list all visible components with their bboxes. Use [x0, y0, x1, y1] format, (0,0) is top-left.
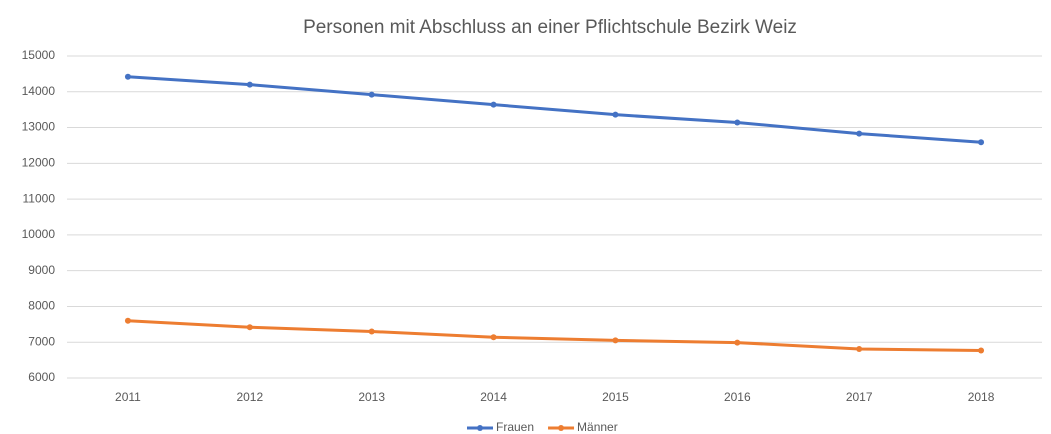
y-tick-label: 12000: [22, 156, 56, 170]
y-tick-label: 10000: [22, 227, 56, 241]
y-tick-label: 14000: [22, 84, 56, 98]
x-tick-label: 2015: [602, 390, 629, 404]
data-point: [612, 111, 619, 118]
data-point: [856, 130, 863, 137]
series-line: [127, 319, 982, 352]
legend-marker: [558, 425, 565, 431]
data-point: [368, 328, 375, 335]
y-tick-label: 11000: [23, 191, 56, 205]
data-point: [490, 101, 497, 108]
data-point: [856, 346, 863, 353]
legend-label: Frauen: [496, 420, 534, 434]
y-tick-label: 7000: [28, 334, 55, 348]
chart-title: Personen mit Abschluss an einer Pflichts…: [303, 17, 797, 38]
legend-marker: [477, 425, 483, 431]
data-point: [124, 317, 131, 324]
data-point: [368, 91, 375, 98]
x-tick-label: 2017: [846, 390, 873, 404]
legend-label: Männer: [577, 420, 618, 434]
data-point: [978, 347, 985, 354]
data-point: [978, 139, 985, 146]
x-tick-label: 2013: [358, 390, 385, 404]
y-tick-label: 15000: [22, 48, 56, 62]
data-point: [246, 324, 253, 331]
data-point: [612, 337, 619, 344]
data-point: [490, 334, 497, 341]
y-tick-label: 6000: [28, 370, 55, 384]
data-point: [734, 339, 741, 346]
y-tick-label: 13000: [22, 120, 56, 134]
y-tick-label: 8000: [28, 299, 55, 313]
x-tick-label: 2012: [236, 390, 263, 404]
x-tick-label: 2014: [480, 390, 507, 404]
x-tick-label: 2016: [724, 390, 751, 404]
x-tick-label: 2011: [115, 390, 141, 404]
x-tick-label: 2018: [968, 390, 995, 404]
series-line: [127, 75, 982, 144]
data-point: [246, 81, 253, 88]
data-point: [124, 73, 131, 80]
data-point: [734, 119, 741, 126]
y-tick-label: 9000: [28, 263, 55, 277]
